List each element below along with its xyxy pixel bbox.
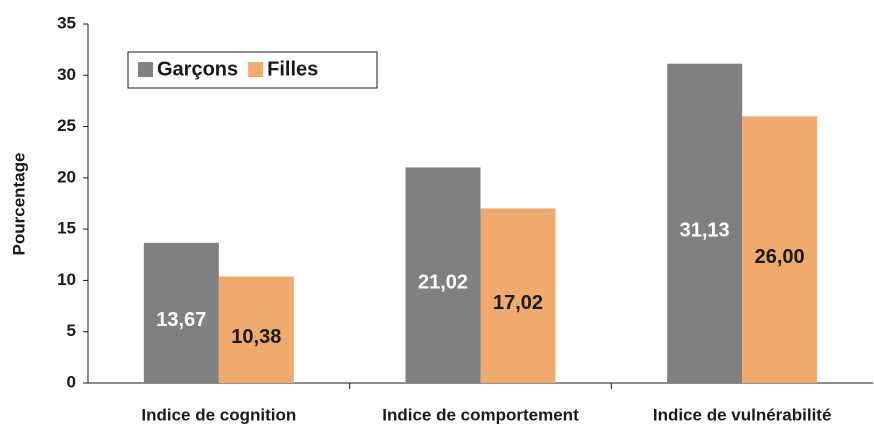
y-tick-label: 20 <box>57 167 76 186</box>
x-tick-label: Indice de cognition <box>141 405 296 424</box>
value-label: 31,13 <box>680 220 730 242</box>
legend-swatch <box>138 62 153 77</box>
value-label: 26,00 <box>755 246 805 268</box>
y-tick-label: 10 <box>57 270 76 289</box>
y-axis-title: Pourcentage <box>9 153 28 256</box>
y-tick-label: 5 <box>67 321 76 340</box>
y-tick-label: 15 <box>57 219 76 238</box>
bar <box>143 242 219 383</box>
y-tick-label: 35 <box>57 13 76 32</box>
bar <box>405 167 481 383</box>
value-label: 13,67 <box>156 309 206 331</box>
value-label: 17,02 <box>493 292 543 314</box>
y-tick-label: 30 <box>57 65 76 84</box>
y-tick-label: 0 <box>67 372 76 391</box>
bar <box>218 276 294 383</box>
bar <box>742 116 818 384</box>
legend-label: Filles <box>267 58 318 80</box>
bar <box>667 63 743 384</box>
x-tick-label: Indice de comportement <box>382 405 579 424</box>
value-label: 10,38 <box>231 326 281 348</box>
y-tick-label: 25 <box>57 116 76 135</box>
x-tick-label: Indice de vulnérabilité <box>653 405 832 424</box>
legend-swatch <box>248 62 264 77</box>
legend-label: Garçons <box>157 58 238 80</box>
value-label: 21,02 <box>418 271 468 293</box>
bar <box>480 208 556 383</box>
